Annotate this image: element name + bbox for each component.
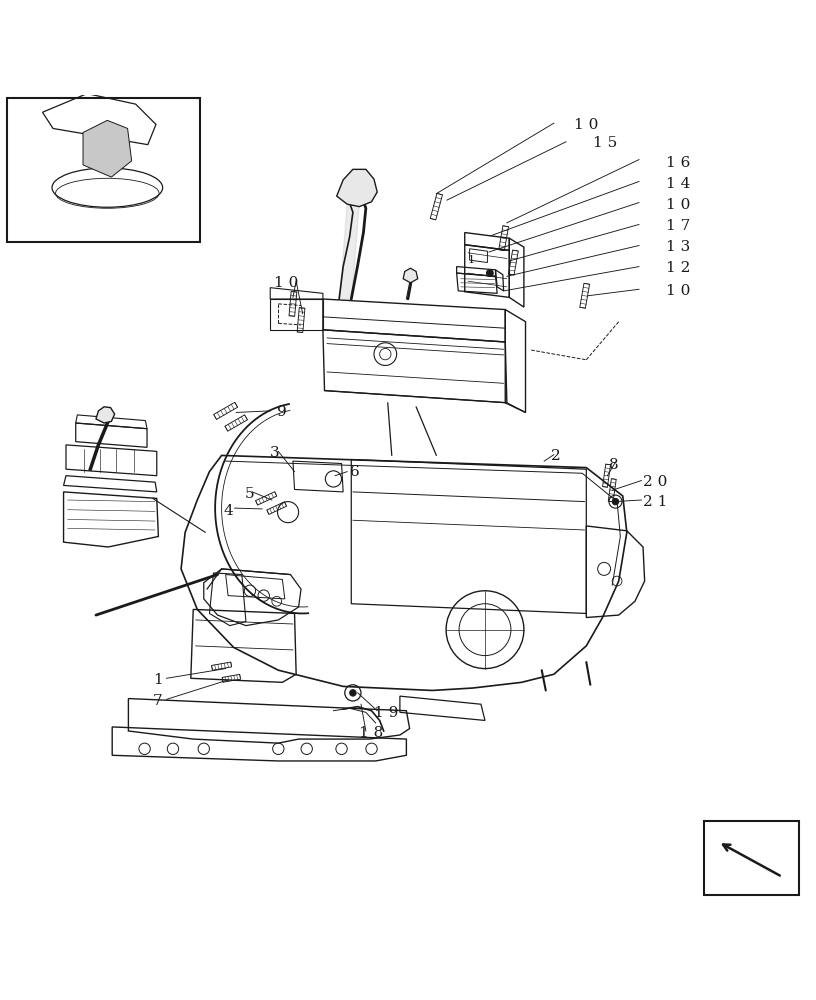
Text: 7: 7 (153, 694, 162, 708)
Circle shape (486, 270, 493, 276)
Text: 1 0: 1 0 (574, 118, 598, 132)
Text: 5: 5 (244, 487, 254, 501)
Text: 2 0: 2 0 (643, 475, 667, 489)
Text: 2 1: 2 1 (643, 495, 667, 509)
Text: 4: 4 (224, 504, 233, 518)
Text: 9: 9 (277, 405, 286, 419)
Polygon shape (337, 169, 377, 207)
Circle shape (612, 498, 619, 505)
Text: 1 4: 1 4 (666, 177, 690, 191)
Text: 6: 6 (349, 465, 359, 479)
Bar (704, 821, 800, 895)
Polygon shape (83, 120, 131, 177)
Text: 1 5: 1 5 (592, 136, 617, 150)
Polygon shape (96, 407, 114, 423)
Text: 1 2: 1 2 (666, 261, 690, 275)
Circle shape (349, 690, 356, 696)
Text: 1 0: 1 0 (666, 284, 690, 298)
Text: 1 9: 1 9 (374, 706, 398, 720)
Text: 1 7: 1 7 (666, 219, 690, 233)
Bar (7, 98, 200, 242)
Text: 1: 1 (153, 673, 162, 687)
Text: 1 6: 1 6 (666, 156, 690, 170)
Text: 8: 8 (609, 458, 619, 472)
Text: 1: 1 (468, 255, 475, 265)
Text: 1 3: 1 3 (666, 240, 690, 254)
Text: 3: 3 (270, 446, 280, 460)
Polygon shape (403, 268, 418, 283)
Text: 2: 2 (551, 449, 561, 463)
Text: 1 0: 1 0 (274, 276, 299, 290)
Text: 1 0: 1 0 (666, 198, 690, 212)
Text: 1 8: 1 8 (359, 726, 384, 740)
